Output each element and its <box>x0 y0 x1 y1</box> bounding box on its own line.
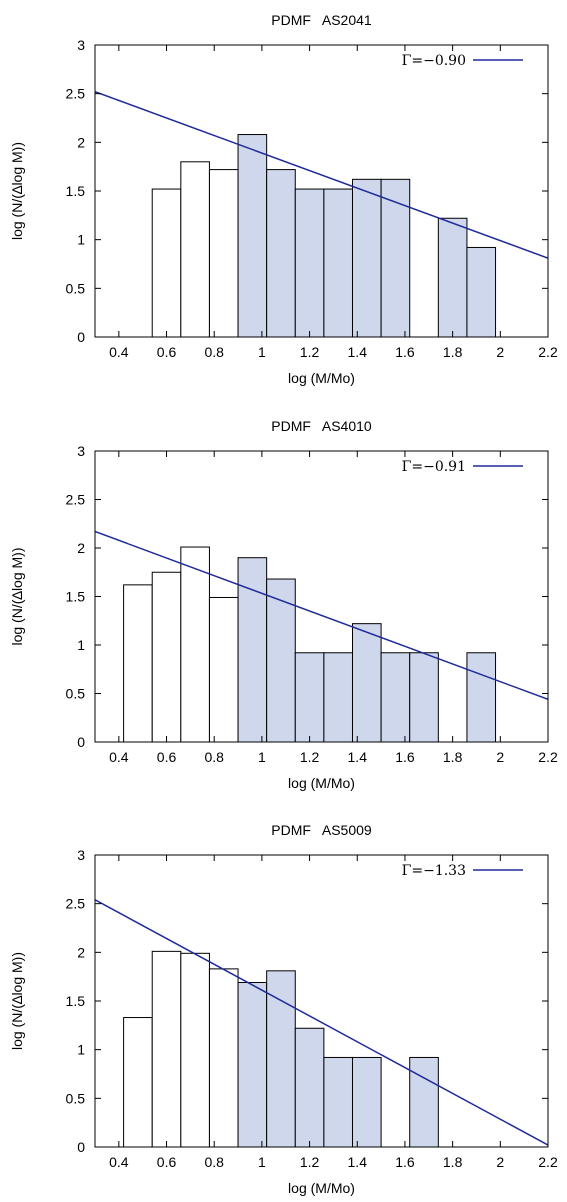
x-tick-label: 1.8 <box>443 1154 463 1170</box>
y-tick-label: 1.5 <box>66 993 86 1009</box>
x-tick-label: 2.2 <box>538 1154 558 1170</box>
histogram-bar-4 <box>266 169 296 338</box>
histogram-bar-8 <box>380 178 411 338</box>
x-tick-label: 1 <box>258 749 266 765</box>
y-tick-label: 0.5 <box>66 1090 86 1106</box>
y-tick-label: 2.5 <box>66 896 86 912</box>
y-axis-label: log (N/(∆log M)) <box>9 952 25 1050</box>
x-tick-label: 0.4 <box>109 749 129 765</box>
y-tick-label: 0 <box>77 329 85 345</box>
histogram-bar-11 <box>466 652 497 743</box>
histogram-bar-6 <box>323 188 353 338</box>
histogram-bar-9 <box>380 652 411 743</box>
x-tick-label: 0.8 <box>204 344 224 360</box>
x-tick-label: 2 <box>496 344 504 360</box>
y-axis-label: log (N/(∆log M)) <box>9 142 25 240</box>
legend-entry-label: Γ=−0.90 <box>402 53 466 69</box>
x-tick-label: 0.6 <box>157 1154 177 1170</box>
histogram-bar-2 <box>180 952 210 1148</box>
power-law-fit-line <box>95 530 548 701</box>
histogram-bar-5 <box>266 970 296 1148</box>
x-tick-label: 0.6 <box>157 749 177 765</box>
histogram-bar-0 <box>151 188 182 338</box>
x-tick-label: 1.2 <box>300 344 320 360</box>
histogram-bar-8 <box>351 1056 382 1148</box>
histogram-bar-6 <box>294 652 325 743</box>
y-tick-label: 2 <box>77 134 85 150</box>
power-law-fit-line <box>95 899 548 1146</box>
x-tick-label: 1.6 <box>395 749 415 765</box>
power-law-fit-line <box>95 91 548 259</box>
histogram-bar-1 <box>151 950 182 1148</box>
chart-title: PDMF AS2041 <box>271 12 372 28</box>
x-tick-label: 0.8 <box>204 749 224 765</box>
legend-entry-label: Γ=−1.33 <box>402 863 466 879</box>
x-tick-label: 1 <box>258 344 266 360</box>
histogram-bar-8 <box>351 623 382 743</box>
y-tick-label: 2.5 <box>66 492 86 508</box>
y-tick-label: 0.5 <box>66 686 86 702</box>
x-tick-label: 1.8 <box>443 749 463 765</box>
histogram-bar-3 <box>237 134 268 338</box>
histogram-bar-0 <box>123 1017 153 1148</box>
x-tick-label: 0.8 <box>204 1154 224 1170</box>
chart-title: PDMF AS4010 <box>271 418 372 434</box>
y-tick-label: 1 <box>77 1042 85 1058</box>
histogram-bar-9 <box>437 217 468 338</box>
histogram-bar-1 <box>180 161 210 338</box>
x-tick-label: 1.2 <box>300 1154 320 1170</box>
y-tick-label: 0 <box>77 1139 85 1155</box>
histogram-bar-10 <box>466 246 497 338</box>
x-tick-label: 2 <box>496 1154 504 1170</box>
histogram-bar-10 <box>409 652 439 743</box>
x-tick-label: 2 <box>496 749 504 765</box>
x-tick-label: 1.2 <box>300 749 320 765</box>
histogram-bar-9 <box>409 1056 439 1148</box>
y-tick-label: 2.5 <box>66 86 86 102</box>
y-tick-label: 0.5 <box>66 280 86 296</box>
histogram-bar-3 <box>208 596 239 743</box>
histogram-bar-2 <box>180 546 210 743</box>
x-tick-label: 1.4 <box>348 749 368 765</box>
y-tick-label: 0 <box>77 734 85 750</box>
x-axis-label: log (M/Mo) <box>288 1180 355 1196</box>
x-tick-label: 1.4 <box>348 1154 368 1170</box>
x-axis-label: log (M/Mo) <box>288 370 355 386</box>
x-tick-label: 2.2 <box>538 749 558 765</box>
x-tick-label: 1.6 <box>395 344 415 360</box>
x-axis-label: log (M/Mo) <box>288 775 355 791</box>
x-tick-label: 0.6 <box>157 344 177 360</box>
histogram-bar-7 <box>323 1056 353 1148</box>
x-tick-label: 0.4 <box>109 1154 129 1170</box>
y-tick-label: 3 <box>77 847 85 863</box>
histogram-bar-7 <box>351 178 382 338</box>
y-tick-label: 3 <box>77 443 85 459</box>
y-tick-label: 2 <box>77 944 85 960</box>
histogram-bar-4 <box>237 982 268 1148</box>
histogram-bar-5 <box>294 188 325 338</box>
y-tick-label: 1.5 <box>66 589 86 605</box>
histogram-bar-3 <box>208 968 239 1148</box>
histogram-bar-7 <box>323 652 353 743</box>
x-tick-label: 0.4 <box>109 344 129 360</box>
histogram-bar-0 <box>123 584 153 743</box>
y-axis-label: log (N/(∆log M)) <box>9 547 25 645</box>
x-tick-label: 2.2 <box>538 344 558 360</box>
y-tick-label: 1.5 <box>66 183 86 199</box>
legend-entry-label: Γ=−0.91 <box>402 459 466 475</box>
x-tick-label: 1.8 <box>443 344 463 360</box>
y-tick-label: 1 <box>77 232 85 248</box>
chart-title: PDMF AS5009 <box>271 822 372 838</box>
histogram-bar-2 <box>208 169 239 338</box>
histogram-bar-1 <box>151 571 182 743</box>
x-tick-label: 1 <box>258 1154 266 1170</box>
y-tick-label: 3 <box>77 37 85 53</box>
x-tick-label: 1.4 <box>348 344 368 360</box>
y-tick-label: 1 <box>77 637 85 653</box>
y-tick-label: 2 <box>77 540 85 556</box>
histogram-bar-6 <box>294 1027 325 1148</box>
x-tick-label: 1.6 <box>395 1154 415 1170</box>
